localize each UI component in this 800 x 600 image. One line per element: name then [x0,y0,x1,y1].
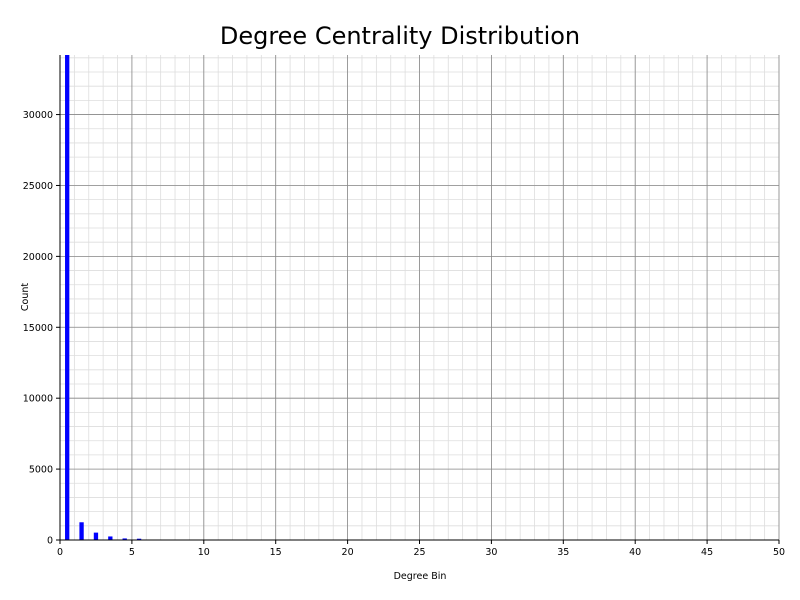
x-tick-label: 10 [198,547,210,558]
x-axis-ticks: 0 5 10 15 20 25 30 35 40 45 50 [57,540,785,558]
x-tick-label: 20 [342,547,354,558]
bar [79,522,84,540]
y-tick-label: 15000 [23,323,53,334]
y-tick-label: 20000 [23,252,53,263]
x-tick-label: 5 [129,547,135,558]
x-tick-label: 15 [270,547,282,558]
y-tick-label: 10000 [23,394,53,405]
x-axis-label: Degree Bin [394,571,447,582]
bar [65,55,70,540]
bars [65,55,142,540]
y-tick-label: 5000 [29,465,53,476]
x-tick-label: 35 [557,547,569,558]
bar [122,538,127,540]
bar [136,538,142,540]
x-tick-label: 30 [485,547,497,558]
y-axis-label: Count [20,283,31,311]
bar [108,536,113,540]
y-axis-ticks: 0 5000 10000 15000 20000 25000 30000 [23,110,60,547]
x-tick-label: 0 [57,547,63,558]
bar [93,532,99,540]
x-tick-label: 25 [413,547,425,558]
x-tick-label: 40 [629,547,641,558]
y-tick-label: 30000 [23,110,53,121]
y-tick-label: 0 [47,536,53,547]
x-tick-label: 50 [773,547,785,558]
chart-title: Degree Centrality Distribution [220,22,580,50]
y-tick-label: 25000 [23,181,53,192]
x-tick-label: 45 [701,547,713,558]
